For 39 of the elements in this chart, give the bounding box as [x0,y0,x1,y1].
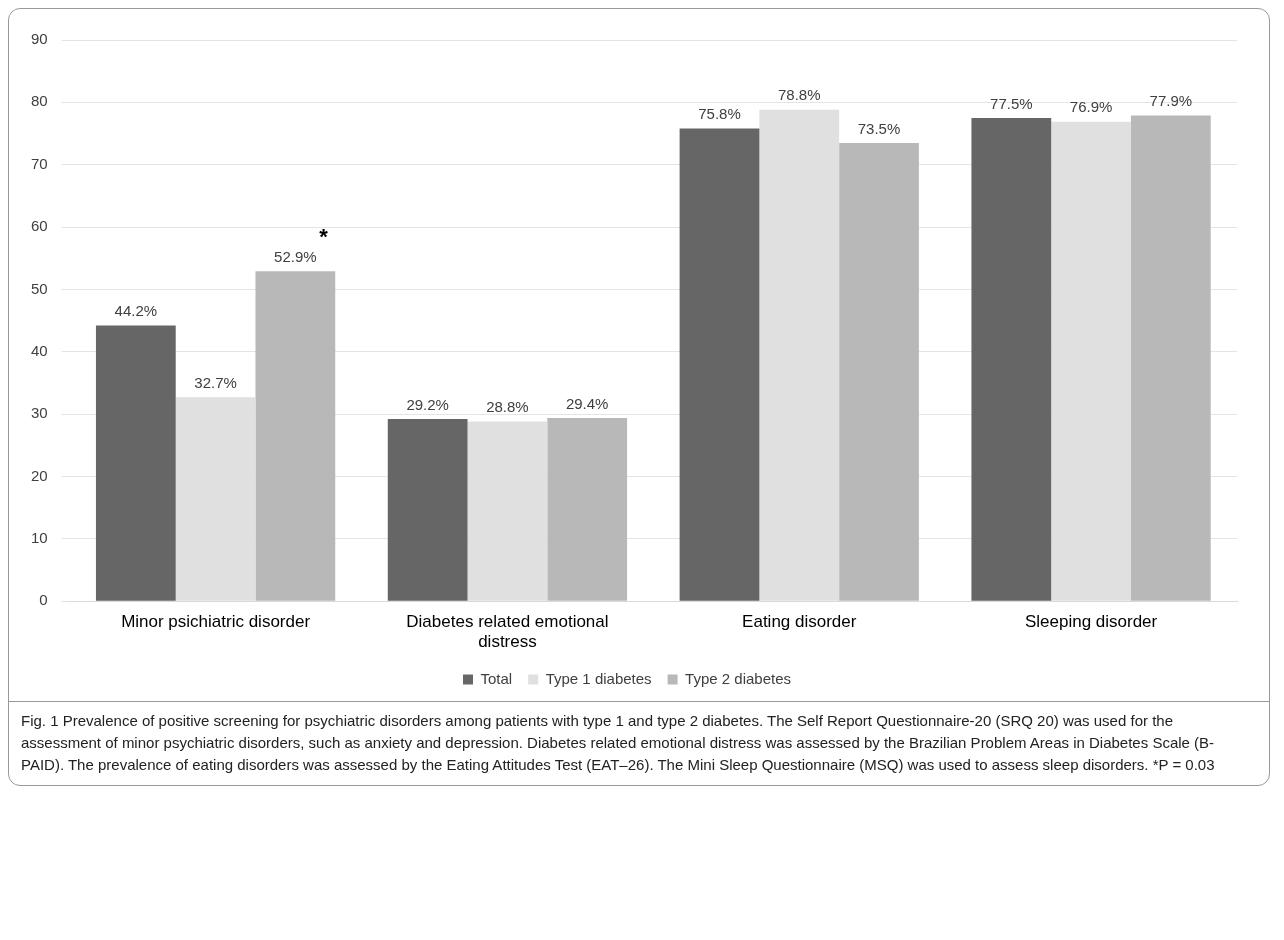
data-label: 32.7% [194,373,237,391]
data-label: 52.9% [274,247,317,265]
y-tick-label: 40 [31,341,48,359]
y-tick-label: 50 [31,279,48,297]
y-tick-label: 30 [31,404,48,422]
data-label: 77.9% [1149,92,1193,110]
legend-label: Type 2 diabetes [685,669,792,687]
data-label: 75.8% [698,105,741,123]
legend-label: Type 1 diabetes [545,669,652,687]
data-label: 28.8% [486,398,529,416]
data-label: 76.9% [1069,98,1113,116]
data-label: 78.8% [777,86,821,104]
bar [679,128,760,601]
y-tick-label: 90 [31,30,48,48]
data-label: 77.5% [990,94,1033,112]
y-tick-label: 0 [39,591,48,609]
x-tick-label: Diabetes related emotional distress [406,612,609,652]
bar [95,325,176,601]
annotation: * [319,224,329,250]
y-tick-label: 60 [31,217,48,235]
y-tick-label: 20 [31,466,48,484]
data-label: 29.2% [406,395,449,413]
x-tick-label: Eating disorder [742,612,857,632]
data-label: 44.2% [114,302,158,320]
y-tick-label: 80 [31,92,48,110]
bar [971,117,1052,601]
bar [255,271,336,601]
y-tick-label: 70 [31,154,48,172]
bar [547,417,628,601]
bar [387,419,468,601]
data-label: 73.5% [857,119,901,137]
bar [1130,115,1211,601]
caption: Fig. 1 Prevalence of positive screening for psychiatric disorders among patients with type 1 and type 2 diabetes. The Self Report Questionnaire-20 (SRQ 20) was used for the assessment of minor psychiatric disorders, such as anxiety and depression. Diabetes related emotional distress was assessed by the Brazilian Problem Areas in Diabetes Scale (B-PAID). The prevalence of eating disorders was assessed by the Eating Attitudes Test (EAT–26). The Mini Sleep Questionnaire (MSQ) was used to assess sleep disorders. *P = 0.03 [9,701,1269,776]
legend-label: Total [480,669,513,687]
x-tick-label: Minor psichiatric disorder [121,612,311,632]
y-tick-label: 10 [31,528,48,546]
bar [839,142,919,601]
data-label: 29.4% [565,394,609,412]
x-tick-label: Sleeping disorder [1024,612,1158,632]
